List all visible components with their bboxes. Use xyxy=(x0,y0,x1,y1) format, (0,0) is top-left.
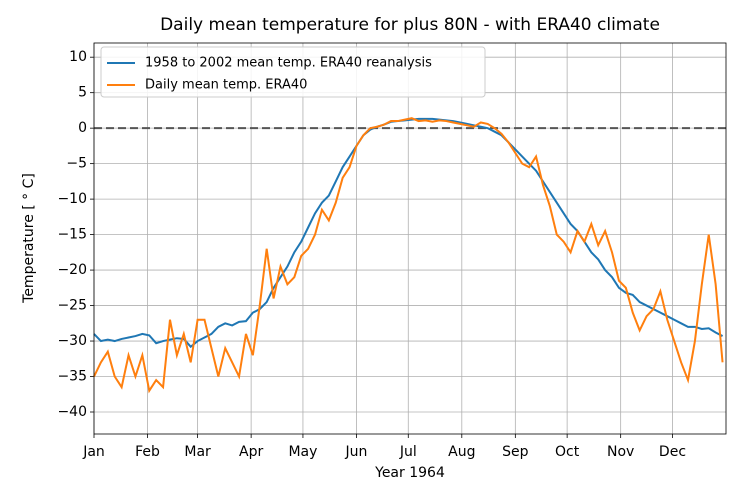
x-tick-label: Apr xyxy=(239,444,263,460)
y-tick-label: −35 xyxy=(57,369,87,385)
y-tick-label: −20 xyxy=(57,262,87,278)
data-line xyxy=(93,117,724,349)
x-tick-label: Jan xyxy=(82,444,105,460)
x-axis-label: Year 1964 xyxy=(374,465,445,481)
legend-label: Daily mean temp. ERA40 xyxy=(145,78,307,93)
legend-box xyxy=(100,46,486,98)
x-tick-label: Dec xyxy=(659,444,686,460)
y-tick-label: −10 xyxy=(57,191,87,207)
x-tick-label: Jun xyxy=(345,444,368,460)
x-tick-label: Oct xyxy=(555,444,580,460)
y-axis-label: Temperature [ ° C] xyxy=(21,173,37,304)
x-tick-label: Sep xyxy=(502,444,529,460)
y-tick-label: −30 xyxy=(57,333,87,349)
legend-label: 1958 to 2002 mean temp. ERA40 reanalysis xyxy=(145,56,432,71)
x-tick-label: May xyxy=(288,444,317,460)
y-tick-label: −25 xyxy=(57,298,87,314)
plot-frame xyxy=(93,42,727,435)
y-tick-label: 10 xyxy=(69,49,87,65)
x-tick-label: Jul xyxy=(399,444,417,460)
x-tick-label: Aug xyxy=(448,444,475,460)
x-tick-label: Nov xyxy=(607,444,634,460)
y-tick-label: 5 xyxy=(78,85,87,101)
data-line xyxy=(93,117,724,394)
y-tick-label: −5 xyxy=(66,156,87,172)
y-tick-label: −15 xyxy=(57,227,87,243)
x-tick-label: Feb xyxy=(135,444,160,460)
x-tick-label: Mar xyxy=(184,444,211,460)
y-tick-label: 0 xyxy=(78,120,87,136)
y-tick-label: −40 xyxy=(57,404,87,420)
chart-title: Daily mean temperature for plus 80N - wi… xyxy=(160,15,660,35)
